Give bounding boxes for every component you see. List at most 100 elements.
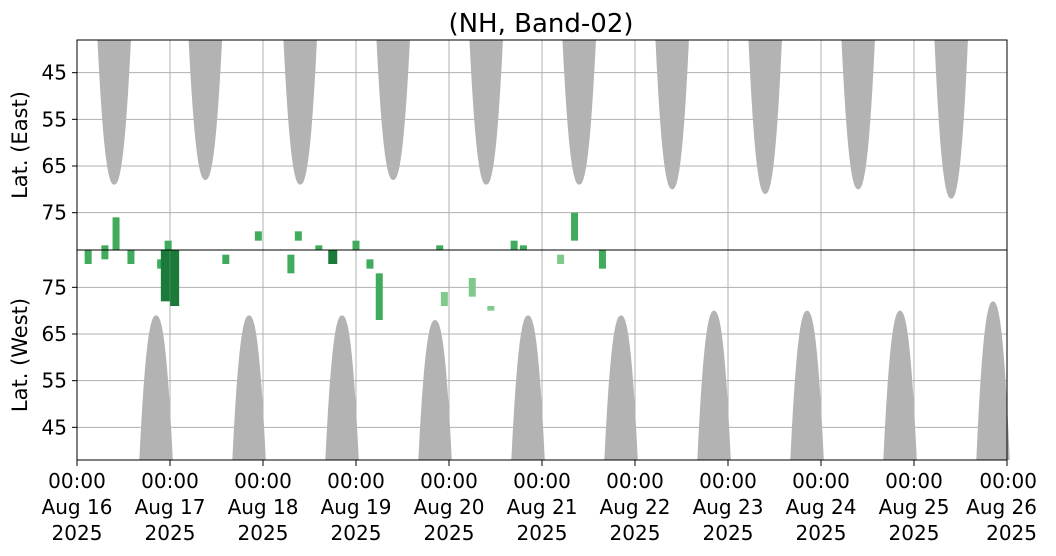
night-mask-region: [188, 40, 223, 180]
activity-patch: [366, 259, 374, 269]
x-tick-time: 00:00: [979, 469, 1037, 493]
activity-patch: [352, 240, 360, 250]
activity-patch: [328, 250, 338, 264]
x-tick-time: 00:00: [420, 469, 478, 493]
x-tick-year: 2025: [796, 521, 847, 545]
activity-patch: [287, 254, 295, 274]
activity-patch: [160, 250, 170, 302]
x-tick-date: Aug 19: [321, 495, 392, 519]
x-tick-time: 00:00: [327, 469, 385, 493]
night-mask-region: [511, 315, 545, 460]
x-tick-date: Aug 24: [786, 495, 857, 519]
activity-patch: [440, 292, 448, 306]
x-tick-date: Aug 22: [600, 495, 671, 519]
x-tick-year: 2025: [986, 521, 1037, 545]
east-y-label: Lat. (East): [8, 91, 32, 199]
y-tick-label: 45: [42, 61, 67, 85]
activity-patch: [101, 250, 109, 260]
x-tick-time: 00:00: [234, 469, 292, 493]
activity-patch: [436, 245, 444, 250]
x-tick-time: 00:00: [792, 469, 850, 493]
x-tick-time: 00:00: [885, 469, 943, 493]
x-tick-date: Aug 21: [507, 495, 578, 519]
night-mask-region: [562, 40, 596, 185]
x-tick-year: 2025: [889, 521, 940, 545]
west-y-ticks: 45 55 65 75: [42, 275, 77, 439]
night-mask-region: [232, 315, 266, 460]
x-tick-date: Aug 26: [966, 495, 1037, 519]
x-tick-year: 2025: [610, 521, 661, 545]
x-tick-date: Aug 17: [135, 495, 206, 519]
x-tick-year: 2025: [703, 521, 754, 545]
east-activity: [101, 212, 579, 250]
west-night-mask: [139, 301, 1010, 460]
y-tick-label: 65: [42, 322, 67, 346]
y-tick-label: 45: [42, 415, 67, 439]
night-mask-region: [418, 320, 452, 460]
y-tick-label: 55: [42, 107, 67, 131]
night-mask-region: [790, 310, 824, 460]
x-tick-year: 2025: [517, 521, 568, 545]
y-tick-label: 55: [42, 369, 67, 393]
y-tick-label: 75: [42, 201, 67, 225]
x-tick-year: 2025: [424, 521, 475, 545]
x-tick-date: Aug 18: [228, 495, 299, 519]
night-mask-region: [469, 40, 503, 185]
activity-patch: [315, 245, 323, 250]
activity-patch: [112, 217, 120, 250]
activity-patch: [84, 250, 92, 264]
activity-patch: [468, 278, 476, 297]
activity-patch: [101, 245, 109, 250]
x-tick-year: 2025: [331, 521, 382, 545]
activity-patch: [170, 250, 180, 306]
x-tick-year: 2025: [145, 521, 196, 545]
night-mask-region: [376, 40, 410, 180]
night-mask-region: [934, 40, 968, 199]
x-tick-time: 00:00: [48, 469, 106, 493]
x-tick-time: 00:00: [513, 469, 571, 493]
activity-patch: [254, 231, 262, 241]
x-tick-time: 00:00: [141, 469, 199, 493]
activity-patch: [375, 273, 383, 320]
activity-patch: [222, 254, 230, 264]
activity-patch: [557, 254, 565, 264]
activity-patch: [157, 259, 165, 269]
west-activity: [84, 250, 606, 320]
chart-title: (NH, Band-02): [448, 9, 633, 39]
y-tick-label: 65: [42, 154, 67, 178]
y-tick-label: 75: [42, 275, 67, 299]
night-mask-region: [841, 40, 875, 190]
east-y-ticks: 45 55 65 75: [42, 61, 77, 225]
x-tick-time: 00:00: [606, 469, 664, 493]
night-mask-region: [883, 310, 917, 460]
east-night-mask: [97, 40, 968, 199]
x-tick-date: Aug 23: [693, 495, 764, 519]
west-y-label: Lat. (West): [8, 298, 32, 412]
activity-patch: [519, 245, 527, 250]
night-mask-region: [655, 40, 689, 190]
activity-patch: [164, 240, 172, 250]
x-tick-date: Aug 16: [42, 495, 113, 519]
night-mask-region: [139, 315, 173, 460]
activity-patch: [510, 240, 518, 250]
x-tick-year: 2025: [238, 521, 289, 545]
night-mask-region: [748, 40, 782, 194]
east-grid: [77, 40, 1007, 250]
x-tick-year: 2025: [52, 521, 103, 545]
night-mask-region: [97, 40, 131, 185]
x-tick-date: Aug 25: [879, 495, 950, 519]
activity-patch: [127, 250, 135, 264]
x-tick-date: Aug 20: [414, 495, 485, 519]
activity-patch: [571, 212, 579, 241]
activity-patch: [487, 306, 495, 311]
panel-west: 45 55 65 75 Lat. (West): [8, 249, 1010, 461]
x-tick-time: 00:00: [699, 469, 757, 493]
night-mask-region: [283, 40, 317, 185]
night-mask-region: [604, 315, 638, 460]
night-mask-region: [697, 310, 731, 460]
panel-east: 45 55 65 75 Lat. (East): [8, 39, 1008, 251]
activity-patch: [598, 250, 606, 269]
night-mask-region: [976, 301, 1010, 460]
